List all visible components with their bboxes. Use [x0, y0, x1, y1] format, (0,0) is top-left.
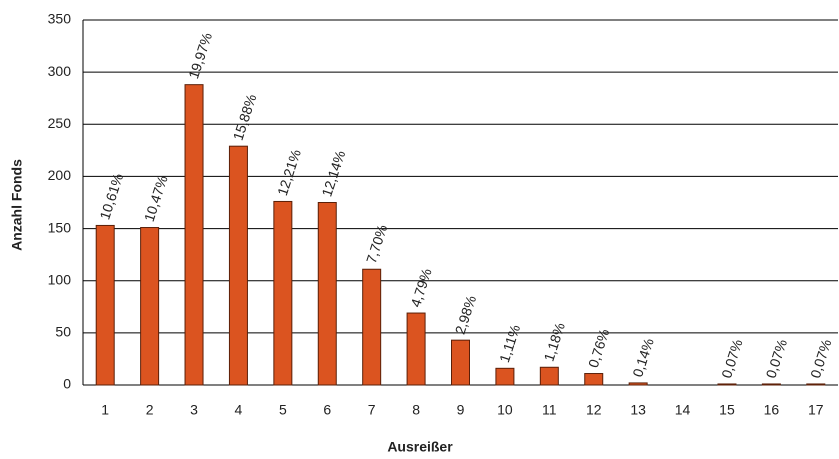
x-tick-label: 15: [719, 402, 735, 418]
bar: [584, 373, 604, 386]
bar: [451, 339, 470, 386]
y-axis-label: Anzahl Fonds: [9, 159, 25, 251]
bar: [539, 366, 559, 386]
share-label: 0,14%: [629, 336, 656, 379]
share-label: 15,88%: [230, 92, 260, 142]
y-tick-label: 350: [48, 11, 72, 27]
share-label: 1,18%: [540, 321, 567, 364]
x-tick-label: 7: [368, 402, 376, 418]
bar: [406, 312, 426, 386]
x-tick-label: 17: [808, 402, 824, 418]
share-label: 0,07%: [763, 337, 790, 380]
x-tick-label: 6: [323, 402, 331, 418]
x-tick-label: 9: [457, 402, 465, 418]
bar: [95, 224, 115, 386]
x-tick-label: 2: [146, 402, 154, 418]
bar: [317, 202, 337, 386]
share-label: 0,07%: [718, 337, 745, 380]
bar: [806, 383, 826, 386]
y-tick-label: 100: [48, 271, 72, 287]
share-label: 2,98%: [452, 294, 479, 337]
x-tick-label: 3: [190, 402, 198, 418]
y-tick-label: 250: [48, 115, 72, 131]
x-tick-label: 13: [630, 402, 646, 418]
share-label: 12,14%: [318, 148, 348, 198]
share-label: 0,07%: [807, 337, 834, 380]
y-tick-label: 150: [48, 219, 72, 235]
y-tick-label: 300: [48, 63, 72, 79]
share-label: 12,21%: [274, 147, 304, 197]
y-tick-label: 50: [55, 324, 71, 340]
bar: [362, 268, 382, 386]
x-tick-label: 8: [412, 402, 420, 418]
bar: [628, 382, 648, 386]
share-label: 19,97%: [185, 31, 215, 81]
y-tick-label: 0: [63, 376, 71, 392]
x-tick-label: 5: [279, 402, 287, 418]
bar: [717, 383, 737, 386]
bar: [228, 145, 248, 386]
x-tick-label: 4: [235, 402, 243, 418]
x-tick-label: 14: [675, 402, 691, 418]
bar: [761, 383, 781, 386]
share-label: 10,61%: [96, 171, 126, 221]
share-label: 4,79%: [407, 266, 434, 309]
bar: [140, 227, 160, 386]
bar: [273, 200, 293, 386]
x-tick-label: 12: [586, 402, 602, 418]
x-tick-label: 1: [101, 402, 109, 418]
x-axis-label: Ausreißer: [387, 439, 453, 455]
x-tick-label: 10: [497, 402, 513, 418]
x-tick-label: 16: [764, 402, 780, 418]
bar: [184, 84, 204, 386]
x-tick-label: 11: [542, 402, 557, 418]
share-label: 10,47%: [141, 173, 171, 223]
bar: [495, 367, 515, 386]
y-tick-label: 200: [48, 167, 72, 183]
share-label: 1,11%: [496, 323, 523, 365]
